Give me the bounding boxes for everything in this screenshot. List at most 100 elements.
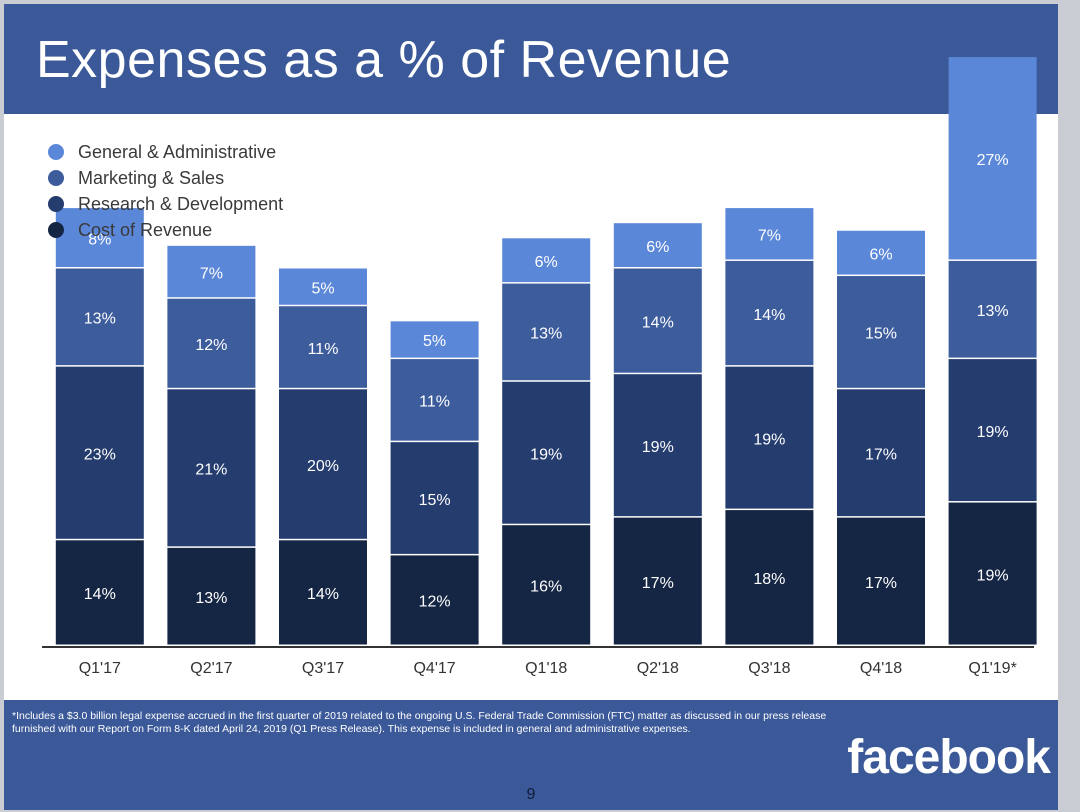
facebook-logo: facebook: [847, 731, 1051, 784]
bar-segment: [167, 298, 256, 388]
bar-segment: [55, 268, 144, 366]
bar-segment: [948, 359, 1037, 502]
bar-segment: [613, 223, 702, 267]
bar-segment: [55, 208, 144, 267]
bar-segment: [502, 283, 591, 381]
legend-item: Cost of Revenue: [48, 217, 283, 243]
data-label: 19%: [753, 431, 785, 448]
data-label: 13%: [84, 311, 116, 328]
legend-item: Research & Development: [48, 191, 283, 217]
bar-segment: [613, 374, 702, 517]
bar-segment: [613, 268, 702, 373]
legend-label: Marketing & Sales: [78, 167, 225, 188]
bar-segment: [725, 510, 814, 645]
chart-legend: General & Administrative Marketing & Sale…: [48, 139, 283, 243]
data-label: 15%: [865, 326, 897, 343]
bar-segment: [837, 389, 925, 517]
data-label: 13%: [530, 326, 562, 343]
bar-segment: [279, 306, 367, 388]
bar-segment: [167, 389, 256, 547]
bar-segment: [948, 57, 1037, 260]
slide: Expenses as a % of Revenue 14% 23% 13% 8% Q1…: [4, 4, 1058, 810]
bar-segment: [390, 555, 479, 645]
data-label: 14%: [84, 586, 116, 603]
data-label: 15%: [419, 492, 451, 509]
data-label: 14%: [642, 314, 674, 331]
bar-segment: [55, 366, 144, 539]
bar-segment: [279, 268, 367, 305]
data-label: 21%: [195, 462, 227, 479]
legend-swatch: [48, 196, 64, 212]
data-label: 11%: [419, 394, 450, 411]
data-label: 14%: [307, 586, 339, 603]
data-label: 7%: [758, 228, 781, 245]
data-label: 20%: [307, 458, 339, 475]
data-label: 12%: [195, 337, 227, 354]
data-label: 23%: [84, 446, 116, 463]
bar-segment: [613, 517, 702, 645]
bar-segment: [948, 260, 1037, 358]
bar-segment: [725, 366, 814, 509]
bar-segment: [390, 321, 479, 358]
data-label: 5%: [311, 280, 334, 297]
bar-segment: [55, 540, 144, 645]
bar-segment: [502, 238, 591, 283]
legend-swatch: [48, 144, 64, 160]
bar-segment: [167, 245, 256, 298]
x-tick-label: Q1'19*: [968, 660, 1016, 677]
bar-segment: [167, 547, 256, 645]
data-label: 6%: [535, 254, 558, 271]
data-label: 14%: [753, 307, 785, 324]
x-tick-label: Q4'17: [413, 660, 455, 677]
data-label: 16%: [530, 579, 562, 596]
x-tick-label: Q3'18: [748, 660, 790, 677]
bar-segment: [390, 359, 479, 441]
x-tick-label: Q3'17: [302, 660, 344, 677]
data-label: 6%: [646, 239, 669, 256]
data-label: 11%: [308, 341, 339, 358]
legend-label: Research & Development: [78, 193, 284, 214]
slide-title: Expenses as a % of Revenue: [36, 31, 732, 89]
legend-swatch: [48, 222, 64, 238]
x-tick-label: Q2'17: [190, 660, 232, 677]
x-tick-label: Q1'18: [525, 660, 567, 677]
legend-label: Cost of Revenue: [78, 219, 213, 240]
x-tick-label: Q1'17: [79, 660, 121, 677]
bar-segment: [279, 540, 367, 645]
legend-label: General & Administrative: [78, 141, 277, 162]
legend-item: Marketing & Sales: [48, 165, 283, 191]
bar-segment: [837, 230, 925, 275]
data-label: 13%: [977, 303, 1009, 320]
slide-footer: *Includes a $3.0 billion legal expense a…: [4, 700, 1058, 810]
data-label: 8%: [88, 231, 111, 248]
data-label: 18%: [753, 571, 785, 588]
bar-segment: [502, 381, 591, 524]
footnote: *Includes a $3.0 billion legal expense a…: [12, 710, 827, 735]
bar-segment: [725, 260, 814, 366]
data-label: 27%: [977, 152, 1009, 169]
bar-segment: [837, 517, 925, 645]
data-label: 19%: [642, 439, 674, 456]
legend-item: General & Administrative: [48, 139, 283, 165]
x-tick-label: Q2'18: [637, 660, 679, 677]
data-label: 6%: [869, 246, 892, 263]
bar-segment: [725, 208, 814, 260]
data-label: 19%: [530, 446, 562, 463]
data-label: 12%: [419, 594, 451, 611]
x-tick-label: Q4'18: [860, 660, 902, 677]
data-label: 13%: [195, 590, 227, 607]
bar-segment: [279, 389, 367, 539]
page-number: 9: [526, 786, 536, 803]
bar-segment: [837, 276, 925, 388]
data-label: 7%: [200, 265, 223, 282]
data-label: 19%: [977, 567, 1009, 584]
slide-header: Expenses as a % of Revenue: [4, 4, 1058, 114]
bar-segment: [502, 525, 591, 645]
data-label: 5%: [423, 333, 446, 350]
bar-segment: [948, 502, 1037, 645]
data-label: 19%: [977, 424, 1009, 441]
stacked-bar-chart: 14% 23% 13% 8% Q1'17 13% 21% 12% 7% Q2'17 14% 20% 11…: [42, 57, 1037, 677]
data-label: 17%: [865, 575, 897, 592]
data-label: 17%: [865, 446, 897, 463]
bar-segment: [390, 442, 479, 554]
